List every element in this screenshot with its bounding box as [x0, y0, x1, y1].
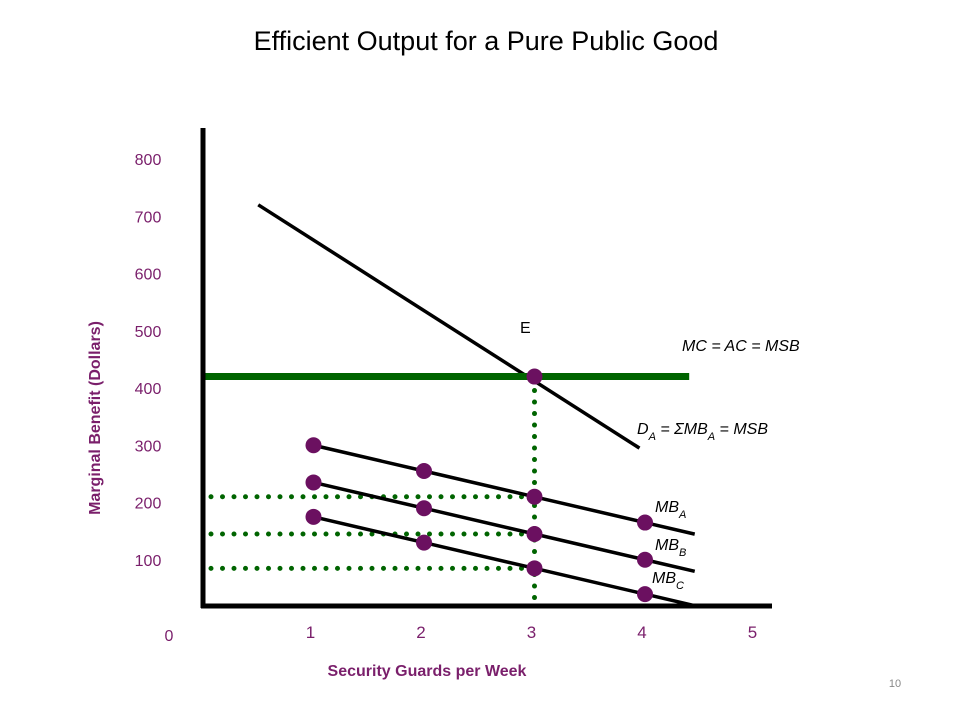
- data-point: [637, 514, 653, 531]
- data-point: [416, 534, 432, 551]
- curves: [203, 203, 696, 608]
- x-tick-label: 5: [748, 623, 757, 642]
- data-point: [305, 508, 322, 525]
- x-tick-label: 2: [416, 623, 425, 642]
- mc-curve-label: MC = AC = MSB: [682, 338, 800, 355]
- data-point: [526, 488, 543, 505]
- y-axis-title: Marginal Benefit (Dollars): [87, 321, 104, 515]
- mb-a-label: MBA: [655, 499, 686, 521]
- data-points: [305, 368, 653, 603]
- origin-label: 0: [165, 628, 174, 645]
- y-tick-label: 400: [135, 381, 162, 398]
- y-tick-label: 800: [135, 152, 162, 169]
- x-tick-label: 3: [527, 623, 536, 642]
- y-tick-label: 100: [135, 553, 162, 570]
- data-point: [416, 463, 432, 480]
- mb-c-label: MBC: [652, 570, 684, 592]
- data-point: [637, 586, 653, 603]
- y-tick-label: 300: [135, 438, 162, 455]
- curve-labels: MC = AC = MSB DA = ΣMBA = MSB MBA MBB MB…: [520, 320, 800, 592]
- tick-labels: 100 200 300 400 500 600 700 800 1 2 3 4 5: [135, 152, 758, 642]
- y-tick-label: 600: [135, 267, 162, 284]
- y-tick-label: 500: [135, 324, 162, 341]
- data-point: [305, 437, 322, 454]
- demand-curve-line: [257, 203, 641, 450]
- x-tick-label: 1: [306, 623, 315, 642]
- y-tick-label: 200: [135, 496, 162, 513]
- y-tick-label: 700: [135, 209, 162, 226]
- data-point: [526, 560, 543, 577]
- slide-title: Efficient Output for a Pure Public Good: [253, 26, 719, 56]
- data-point: [526, 525, 543, 542]
- demand-curve-label: DA = ΣMBA = MSB: [637, 421, 768, 443]
- data-point: [305, 474, 322, 491]
- data-point: [416, 500, 432, 517]
- page-number: 10: [888, 678, 902, 690]
- equilibrium-label: E: [520, 320, 531, 337]
- x-tick-label: 4: [637, 623, 646, 642]
- axes: [200, 128, 772, 609]
- equilibrium-point: [526, 368, 543, 385]
- data-point: [637, 551, 653, 568]
- x-axis-title: Security Guards per Week: [328, 663, 527, 680]
- mb-b-label: MBB: [655, 537, 686, 559]
